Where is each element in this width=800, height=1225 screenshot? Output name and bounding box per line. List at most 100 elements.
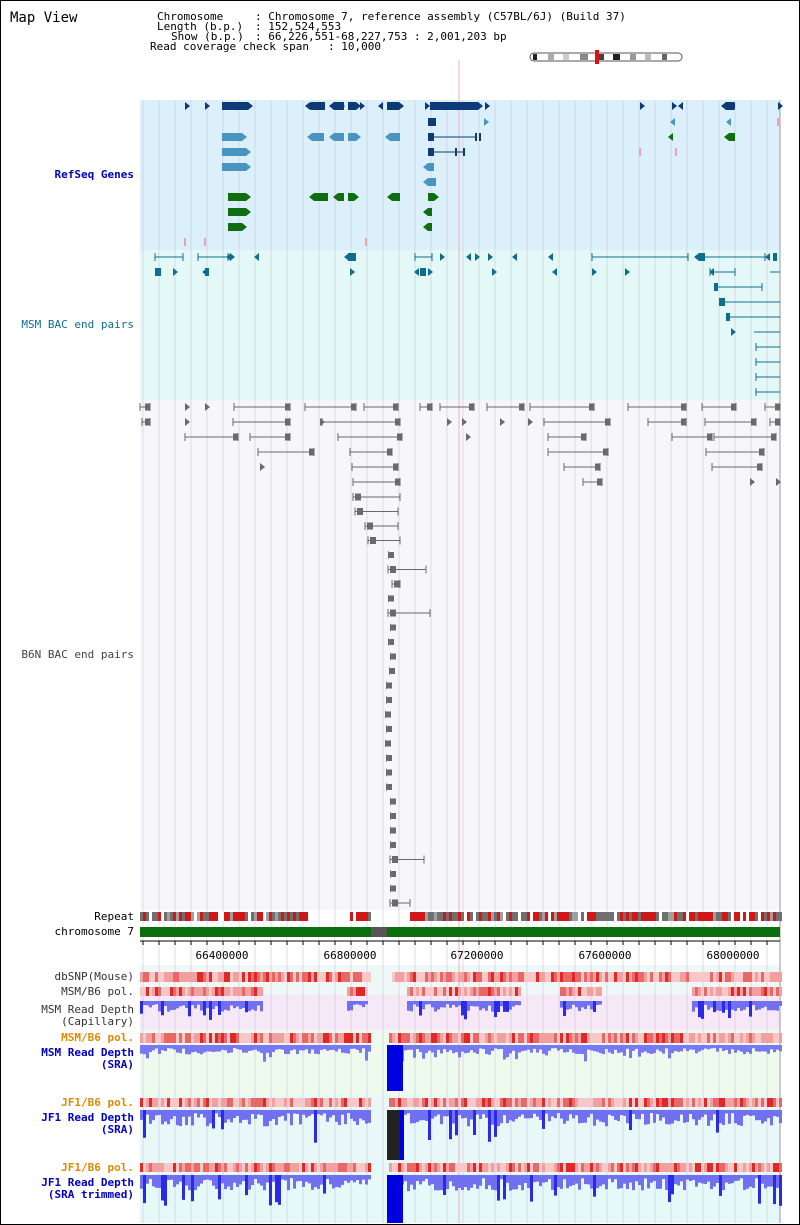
depth-bar [350, 1110, 353, 1119]
polymorphism-cell [704, 1033, 707, 1043]
polymorphism-cell [497, 972, 500, 982]
polymorphism-cell [767, 1098, 770, 1107]
depth-bar [146, 1001, 149, 1006]
polymorphism-cell [200, 1163, 203, 1172]
depth-bar [182, 1110, 185, 1117]
depth-bar [734, 1175, 737, 1181]
refseq-gene-features[interactable] [184, 102, 783, 246]
depth-bar [323, 1045, 326, 1050]
polymorphism-cell [233, 1098, 236, 1107]
depth-bar [326, 1045, 329, 1051]
polymorphism-cell [560, 1098, 563, 1107]
depth-bar [176, 1110, 179, 1126]
polymorphism-cell [554, 972, 557, 982]
polymorphism-cell [425, 987, 428, 996]
polymorphism-cell [557, 1098, 560, 1107]
polymorphism-cell [779, 987, 782, 996]
polymorphism-cell [245, 1098, 248, 1107]
polymorphism-cell [407, 987, 410, 996]
polymorphism-cell [152, 1033, 155, 1043]
depth-bar [653, 1045, 656, 1054]
polymorphism-cell [680, 1163, 683, 1172]
feature-arrow [414, 268, 419, 276]
depth-bar [734, 1001, 737, 1011]
depth-bar [608, 1110, 611, 1115]
depth-bar [233, 1001, 236, 1009]
polymorphism-cell [455, 972, 458, 982]
depth-bar [725, 1110, 728, 1114]
repeat-segment [365, 912, 368, 921]
polymorphism-cell [173, 1098, 176, 1107]
polymorphism-cell [152, 1163, 155, 1172]
depth-bar [743, 1001, 746, 1010]
polymorphism-cell [476, 1163, 479, 1172]
feature-block [233, 433, 238, 441]
depth-bar [476, 1175, 479, 1189]
polymorphism-cell [395, 1098, 398, 1107]
polymorphism-cell [212, 1163, 215, 1172]
feature-block [390, 609, 396, 617]
polymorphism-cell [626, 1098, 629, 1107]
polymorphism-cell [671, 972, 674, 982]
chromosome-ideogram[interactable] [529, 50, 683, 64]
depth-bar [329, 1175, 332, 1185]
depth-bar [584, 1175, 587, 1185]
depth-bar [416, 1110, 419, 1122]
polymorphism-cell [554, 1163, 557, 1172]
depth-bar [674, 1110, 677, 1121]
depth-bar [581, 1001, 584, 1008]
polymorphism-cell [350, 1098, 353, 1107]
depth-bar [272, 1110, 275, 1120]
msm-bac-features[interactable] [154, 253, 780, 396]
depth-bar [758, 1001, 761, 1010]
depth-bar [542, 1045, 545, 1054]
polymorphism-cell [485, 972, 488, 982]
depth-bar [509, 1045, 512, 1054]
depth-bar [221, 1001, 224, 1012]
depth-bar [149, 1110, 152, 1124]
feature-block [729, 133, 735, 141]
depth-bar [431, 1110, 434, 1119]
polymorphism-cell [473, 1163, 476, 1172]
polymorphism-cell [188, 1163, 191, 1172]
feature-block [222, 148, 246, 156]
depth-bar [560, 1001, 563, 1008]
feature-block [145, 403, 150, 411]
chromosome-bar [140, 927, 780, 937]
feature-arrow [668, 133, 673, 141]
depth-bar [353, 1001, 356, 1005]
depth-bar [263, 1045, 266, 1062]
depth-bar [407, 1001, 410, 1011]
polymorphism-cell [713, 1098, 716, 1107]
repeat-segment [305, 912, 308, 921]
depth-bar [443, 1110, 446, 1117]
polymorphism-cell [227, 987, 230, 996]
depth-bar [293, 1110, 296, 1114]
polymorphism-cell [545, 1033, 548, 1043]
depth-bar [323, 1110, 326, 1114]
refseq-background [140, 100, 780, 250]
polymorphism-cell [293, 972, 296, 982]
depth-bar [563, 1175, 566, 1180]
polymorphism-cell [707, 1098, 710, 1107]
polymorphism-cell [767, 972, 770, 982]
depth-bar [596, 1001, 599, 1005]
polymorphism-cell [557, 1033, 560, 1043]
polymorphism-cell [434, 1163, 437, 1172]
depth-bar [470, 1110, 473, 1120]
depth-bar [707, 1110, 710, 1126]
depth-bar [248, 1175, 251, 1190]
depth-bar [500, 1175, 503, 1180]
b6n-bac-features[interactable] [139, 403, 781, 907]
depth-bar [404, 1175, 407, 1182]
depth-bar [152, 1045, 155, 1051]
depth-bar [203, 1001, 206, 1016]
polymorphism-cell [566, 987, 569, 996]
repeat-segment [257, 912, 260, 921]
polymorphism-cell [491, 1033, 494, 1043]
polymorphism-cell [737, 987, 740, 996]
polymorphism-cell [353, 1163, 356, 1172]
polymorphism-cell [443, 972, 446, 982]
feature-arrow [246, 208, 251, 216]
depth-bar [728, 1110, 731, 1124]
